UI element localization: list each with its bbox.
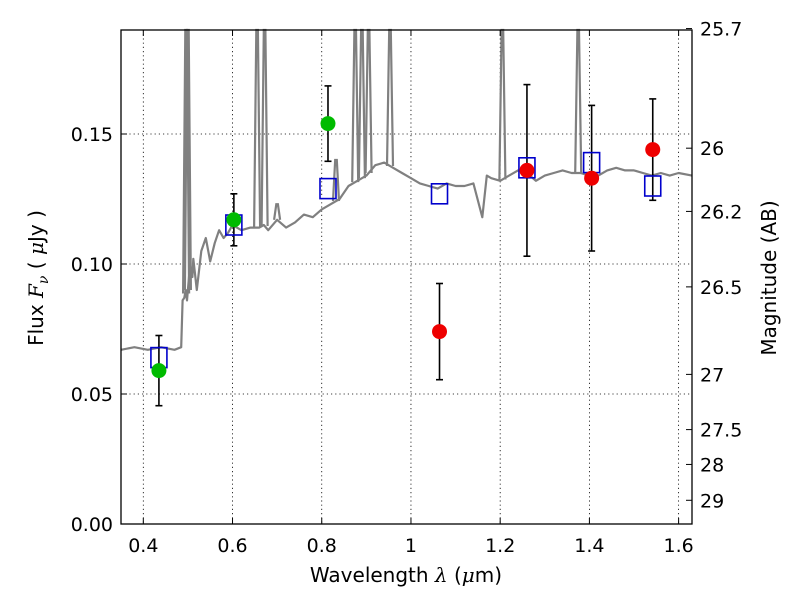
- grid: [121, 30, 692, 525]
- y2-tick-label: 27: [700, 364, 724, 386]
- x-tick-label: 1.4: [574, 535, 604, 557]
- model-point-square: [319, 177, 337, 200]
- sed-emission-line: [357, 28, 366, 179]
- observed-points: [151, 116, 661, 379]
- x-tick-label: 0.8: [307, 535, 337, 557]
- observed-point-red: [645, 142, 661, 158]
- y-label-paren: (: [24, 255, 48, 276]
- observed-point-red: [519, 162, 535, 178]
- x-label-unit-symbol: μ: [462, 563, 475, 587]
- y2-tick-label: 27.5: [700, 420, 742, 442]
- model-points: [150, 151, 662, 369]
- x-tick-label: 1.2: [485, 535, 515, 557]
- y2-tick-label: 28: [700, 454, 724, 476]
- model-point-square: [430, 183, 449, 205]
- observed-point-green: [320, 116, 336, 132]
- sed-emission-line: [331, 158, 341, 202]
- y-label-text: Flux: [24, 298, 48, 346]
- x-label-unit: m): [475, 563, 502, 587]
- model-point-square: [643, 175, 662, 197]
- x-label-paren: (: [448, 563, 462, 587]
- y-label-subscript: ν: [36, 275, 52, 284]
- y-tick-label: 0.05: [71, 384, 113, 406]
- sed-emission-line: [498, 28, 507, 180]
- y-axis-label: Flux Fν ( μJy ): [24, 210, 52, 346]
- plot-frame: [120, 29, 693, 525]
- x-tick-label: 0.6: [217, 535, 247, 557]
- y2-axis-ticks: 25.7 26 26.2 26.5 27 27.5 28 29: [686, 19, 742, 512]
- x-label-text: Wavelength: [310, 563, 435, 587]
- sed-emission-line: [364, 28, 373, 174]
- observed-point-green: [226, 212, 242, 228]
- sed-emission-line: [260, 28, 269, 227]
- y2-tick-label: 26.5: [700, 277, 742, 299]
- y-label-unit-symbol: μ: [24, 242, 48, 255]
- y-tick-label: 0.15: [71, 124, 113, 146]
- y-axis-ticks: 0.00 0.05 0.10 0.15: [71, 124, 127, 536]
- y2-tick-label: 25.7: [700, 19, 742, 41]
- y-label-symbol: F: [24, 283, 48, 299]
- y2-axis-label: Magnitude (AB): [757, 200, 781, 355]
- sed-emission-line: [385, 28, 395, 167]
- x-axis-label: Wavelength λ (μm): [310, 563, 502, 587]
- sed-spectrum: [120, 28, 693, 351]
- sed-continuum-line: [120, 161, 693, 351]
- y-label-unit: Jy ): [24, 210, 48, 244]
- y2-tick-label: 26.2: [700, 201, 742, 223]
- sed-emission-line: [351, 28, 360, 183]
- y-tick-label: 0.00: [71, 514, 113, 536]
- x-tick-label: 1: [405, 535, 417, 557]
- sed-emission-line: [273, 203, 282, 220]
- x-label-symbol: λ: [434, 563, 448, 587]
- sed-emission-line: [574, 28, 583, 174]
- observed-point-red: [584, 170, 600, 186]
- x-tick-label: 0.4: [128, 535, 158, 557]
- observed-point-red: [432, 324, 448, 340]
- observed-point-green: [151, 363, 167, 379]
- y2-tick-label: 26: [700, 138, 724, 160]
- sed-emission-line: [253, 28, 262, 228]
- x-tick-label: 1.6: [664, 535, 694, 557]
- x-axis-ticks: 0.4 0.6 0.8 1 1.2 1.4 1.6: [128, 30, 694, 557]
- y2-tick-label: 29: [700, 490, 724, 512]
- y-tick-label: 0.10: [71, 254, 113, 276]
